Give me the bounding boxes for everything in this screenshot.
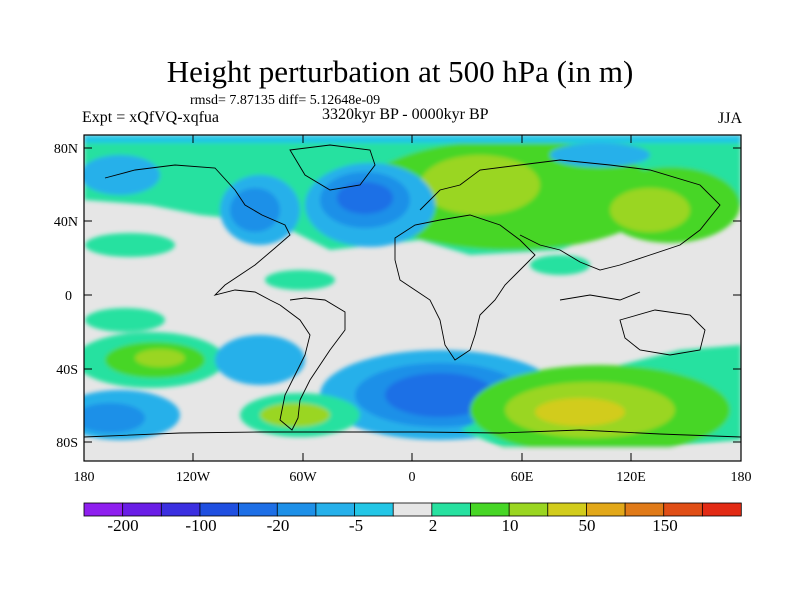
x-tick-label: 0 bbox=[409, 470, 416, 485]
colorbar-label: -5 bbox=[348, 516, 364, 535]
x-tick-label: 180 bbox=[74, 470, 95, 485]
y-tick-label: 80S bbox=[56, 436, 78, 451]
x-tick-label: 120E bbox=[616, 470, 646, 485]
season-label: JJA bbox=[717, 110, 742, 127]
colorbar bbox=[83, 502, 742, 517]
colorbar-swatch bbox=[83, 502, 124, 517]
x-tick-label: 60W bbox=[289, 470, 317, 485]
period-label: 3320kyr BP - 0000kyr BP bbox=[322, 106, 489, 123]
colorbar-swatch bbox=[392, 502, 433, 517]
colorbar-label: 50 bbox=[578, 516, 596, 535]
colorbar-swatch bbox=[547, 502, 588, 517]
coastlines bbox=[84, 144, 741, 438]
colorbar-swatch bbox=[276, 502, 317, 517]
colorbar-swatch bbox=[508, 502, 549, 517]
colorbar-swatch bbox=[586, 502, 626, 517]
y-tick-label: 40S bbox=[56, 363, 78, 378]
colorbar-label: 10 bbox=[501, 516, 519, 535]
map-title: Height perturbation at 500 hPa (in m) bbox=[166, 54, 634, 89]
y-tick-label: 0 bbox=[65, 289, 72, 304]
y-tick-label: 40N bbox=[54, 215, 78, 230]
colorbar-swatch bbox=[315, 502, 356, 517]
colorbar-swatch bbox=[238, 502, 278, 517]
x-tick-label: 180 bbox=[731, 470, 752, 485]
rmsd-diff-stats: rmsd= 7.87135 diff= 5.12648e-09 bbox=[190, 93, 381, 108]
colorbar-swatch bbox=[122, 502, 163, 517]
colorbar-swatch bbox=[160, 502, 201, 517]
colorbar-label: -200 bbox=[107, 516, 139, 535]
contour-field bbox=[84, 135, 741, 461]
colorbar-swatch bbox=[470, 502, 510, 517]
colorbar-label: 2 bbox=[428, 516, 438, 535]
colorbar-label: -100 bbox=[185, 516, 217, 535]
colorbar-label: -20 bbox=[266, 516, 290, 535]
x-tick-label: 60E bbox=[511, 470, 534, 485]
colorbar-swatch bbox=[431, 502, 472, 517]
x-tick-label: 120W bbox=[176, 470, 211, 485]
colorbar-label: 150 bbox=[652, 516, 678, 535]
colorbar-swatch bbox=[624, 502, 665, 517]
colorbar-swatch bbox=[199, 502, 240, 517]
colorbar-swatch bbox=[354, 502, 394, 517]
colorbar-swatch bbox=[701, 502, 742, 517]
y-tick-label: 80N bbox=[54, 142, 78, 157]
experiment-label: Expt = xQfVQ-xqfua bbox=[82, 109, 219, 126]
x-axis-ticks bbox=[83, 135, 742, 461]
y-axis-ticks bbox=[84, 147, 741, 443]
colorbar-swatch bbox=[663, 502, 704, 517]
